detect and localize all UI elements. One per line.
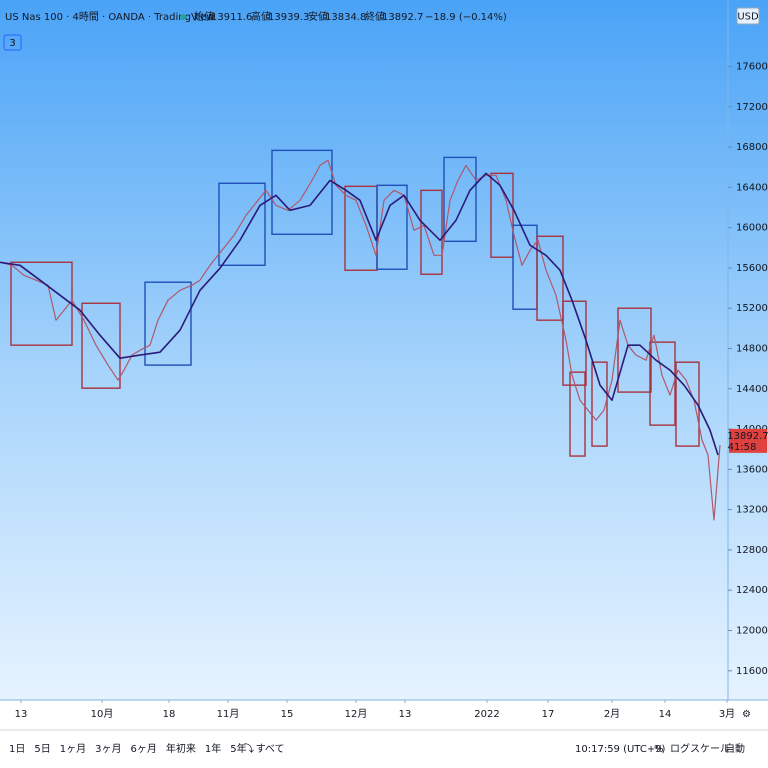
range-button[interactable]: 5年 — [230, 742, 246, 755]
x-tick-label: 11月 — [217, 708, 240, 720]
toolbar: 1日 5日 1ヶ月 3ヶ月 6ヶ月 年初来 1年 5年 すべて ⤵ 10:17:59 (UTC+… — [9, 709, 751, 755]
x-tick-label: 2022 — [474, 709, 499, 720]
y-tick-label: 14800.0 — [736, 343, 768, 354]
x-tick-label: 12月 — [345, 708, 368, 720]
range-button[interactable]: 年初来 — [166, 742, 196, 755]
compare-icon[interactable]: ⤵ — [244, 743, 254, 755]
clock: 10:17:59 (UTC+9) — [575, 744, 666, 755]
range-box — [649, 341, 676, 426]
price-line — [0, 159, 721, 521]
range-box — [675, 361, 700, 447]
currency[interactable]: USD — [737, 12, 759, 23]
moving-average — [0, 172, 719, 456]
range-box — [81, 302, 121, 389]
open: 13911.6 — [211, 12, 252, 23]
x-tick-label: 13 — [15, 709, 28, 720]
settings-icon[interactable]: ⚙ — [742, 709, 751, 720]
percent-toggle[interactable]: % — [654, 744, 664, 755]
low-label: 安値 — [308, 10, 328, 23]
currency-button[interactable] — [736, 7, 760, 25]
y-tick-label: 17600.0 — [736, 61, 768, 72]
y-tick-label: 14400.0 — [736, 384, 768, 395]
range-buttons: 1日 5日 1ヶ月 3ヶ月 6ヶ月 年初来 1年 5年 すべて — [9, 742, 285, 755]
time-axis — [0, 700, 768, 730]
range-box — [617, 307, 652, 393]
indicator-count[interactable]: 3 — [9, 38, 15, 49]
y-tick-label: 12000.0 — [736, 626, 768, 637]
range-box — [562, 300, 587, 386]
y-tick-label: 13200.0 — [736, 505, 768, 516]
range-box — [443, 156, 477, 243]
high: 13939.3 — [268, 12, 309, 23]
open-label: 始値 — [194, 10, 214, 23]
range-button[interactable]: 3ヶ月 — [95, 743, 121, 755]
close-label: 終値 — [365, 10, 385, 23]
y-tick-label: 16400.0 — [736, 182, 768, 193]
y-tick-label: 12400.0 — [736, 585, 768, 596]
range-box — [569, 371, 586, 457]
range-button[interactable]: すべて — [256, 743, 285, 755]
x-tick-label: 3月 — [719, 708, 735, 720]
change: −18.9 (−0.14%) — [425, 12, 507, 23]
range-box — [376, 184, 408, 270]
y-tick-label: 16800.0 — [736, 142, 768, 153]
y-tick-label: 17200.0 — [736, 102, 768, 113]
range-box — [420, 189, 443, 275]
x-tick-label: 18 — [163, 709, 176, 720]
x-tick-label: 17 — [542, 709, 555, 720]
y-tick-label: 12800.0 — [736, 545, 768, 556]
x-tick-label: 15 — [281, 709, 294, 720]
x-tick-label: 10月 — [91, 708, 114, 720]
last-price-box — [729, 428, 767, 453]
low: 13834.8 — [325, 12, 366, 23]
log-toggle[interactable]: ログスケール — [670, 742, 730, 755]
range-button[interactable]: 1年 — [205, 742, 221, 755]
chart-background — [0, 0, 768, 700]
range-box — [490, 172, 514, 258]
indicator-badge[interactable] — [3, 34, 22, 51]
symbol: US Nas 100 · 4時間 · OANDA · TradingView — [5, 11, 215, 23]
countdown: 41:58 — [728, 442, 757, 453]
y-tick-label: 13600.0 — [736, 464, 768, 475]
status-dot — [180, 14, 186, 20]
range-box — [591, 361, 608, 447]
range-button[interactable]: 1ヶ月 — [60, 743, 86, 755]
y-tick-label: 15200.0 — [736, 303, 768, 314]
close: 13892.7 — [382, 12, 423, 23]
high-label: 高値 — [251, 10, 271, 23]
x-tick-label: 14 — [659, 709, 672, 720]
last-price: 13892.7 — [727, 431, 768, 442]
y-tick-label: 11600.0 — [736, 666, 768, 677]
range-button[interactable]: 6ヶ月 — [131, 743, 157, 755]
y-tick-label: 15600.0 — [736, 263, 768, 274]
range-box — [218, 182, 266, 266]
auto-toggle[interactable]: 自動 — [725, 742, 745, 755]
plot: 11600.0 12000.0 12400.0 12800.0 13200.0 13600… — [0, 61, 768, 720]
y-tick-label: 16000.0 — [736, 223, 768, 234]
header: US Nas 100 · 4時間 · OANDA · TradingView 始… — [5, 10, 507, 23]
range-button[interactable]: 5日 — [34, 744, 50, 755]
range-button[interactable]: 1日 — [9, 744, 25, 755]
x-tick-label: 2月 — [604, 708, 620, 720]
x-tick-label: 13 — [399, 709, 412, 720]
range-box — [271, 149, 333, 235]
range-box — [144, 281, 192, 366]
